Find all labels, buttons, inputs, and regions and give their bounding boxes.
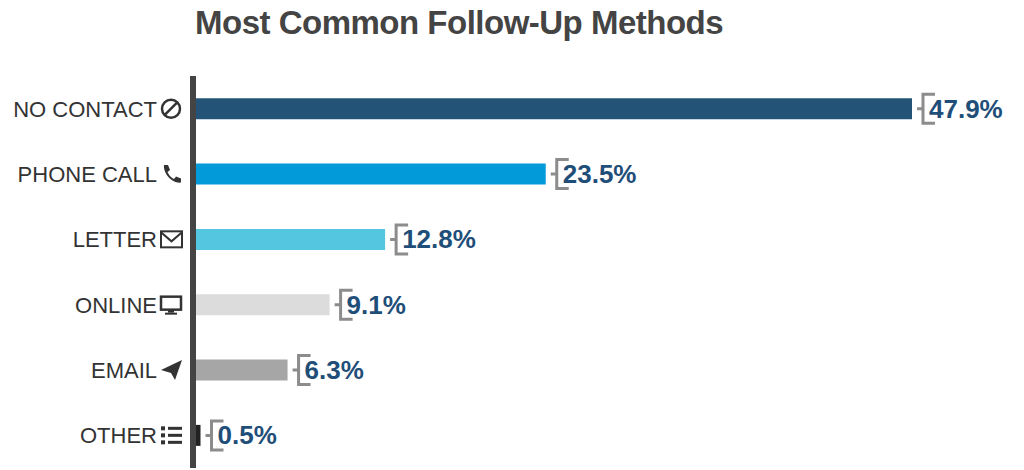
svg-text:0.5%: 0.5% — [218, 420, 277, 450]
svg-text:12.8%: 12.8% — [402, 224, 476, 254]
svg-text:LETTER: LETTER — [73, 227, 157, 252]
svg-text:6.3%: 6.3% — [305, 355, 364, 385]
html-text:Most Common Follow-Up Methods: Most Common Follow-Up Methods — [195, 4, 724, 41]
svg-text:ONLINE: ONLINE — [75, 293, 157, 318]
svg-text:47.9%: 47.9% — [929, 94, 1003, 124]
svg-text:NO CONTACT: NO CONTACT — [13, 97, 157, 122]
svg-text:PHONE CALL: PHONE CALL — [18, 162, 157, 187]
svg-text:9.1%: 9.1% — [347, 290, 406, 320]
svg-text:23.5%: 23.5% — [563, 159, 637, 189]
svg-text:OTHER: OTHER — [80, 423, 157, 448]
svg-text:EMAIL: EMAIL — [91, 358, 157, 383]
